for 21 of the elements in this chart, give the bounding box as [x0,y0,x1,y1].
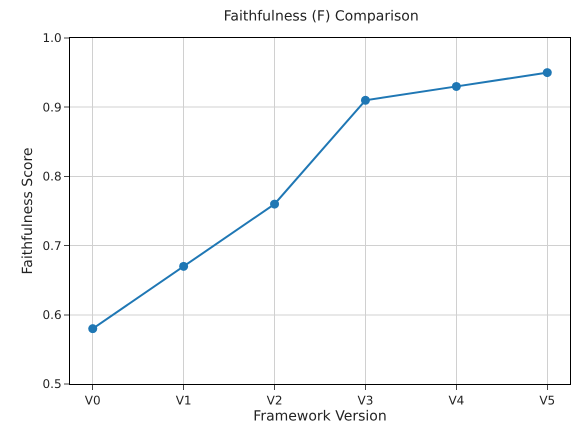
y-tick-label: 1.0 [42,31,62,46]
y-tick-label: 0.5 [42,377,62,392]
x-tick-label: V5 [539,393,556,408]
point [179,262,188,271]
x-tick-label: V2 [266,393,282,408]
point [88,324,98,334]
y-axis-title: Faithfulness Score [20,147,36,275]
y-tick-label: 0.6 [42,308,62,322]
point [360,96,370,105]
x-tick-label: V3 [358,393,374,408]
point [542,68,552,78]
y-tick-label: 0.7 [42,238,62,253]
chart-title: Faithfulness (F) Comparison [224,8,419,25]
x-tick-label: V1 [176,393,192,408]
x-axis-title: Framework Version [253,408,387,425]
x-tick-label: V0 [84,393,101,408]
y-tick-label: 0.9 [42,100,62,114]
point [270,200,280,209]
y-tick-label: 0.8 [42,170,62,184]
point [452,82,461,91]
x-tick-label: V4 [448,393,464,408]
